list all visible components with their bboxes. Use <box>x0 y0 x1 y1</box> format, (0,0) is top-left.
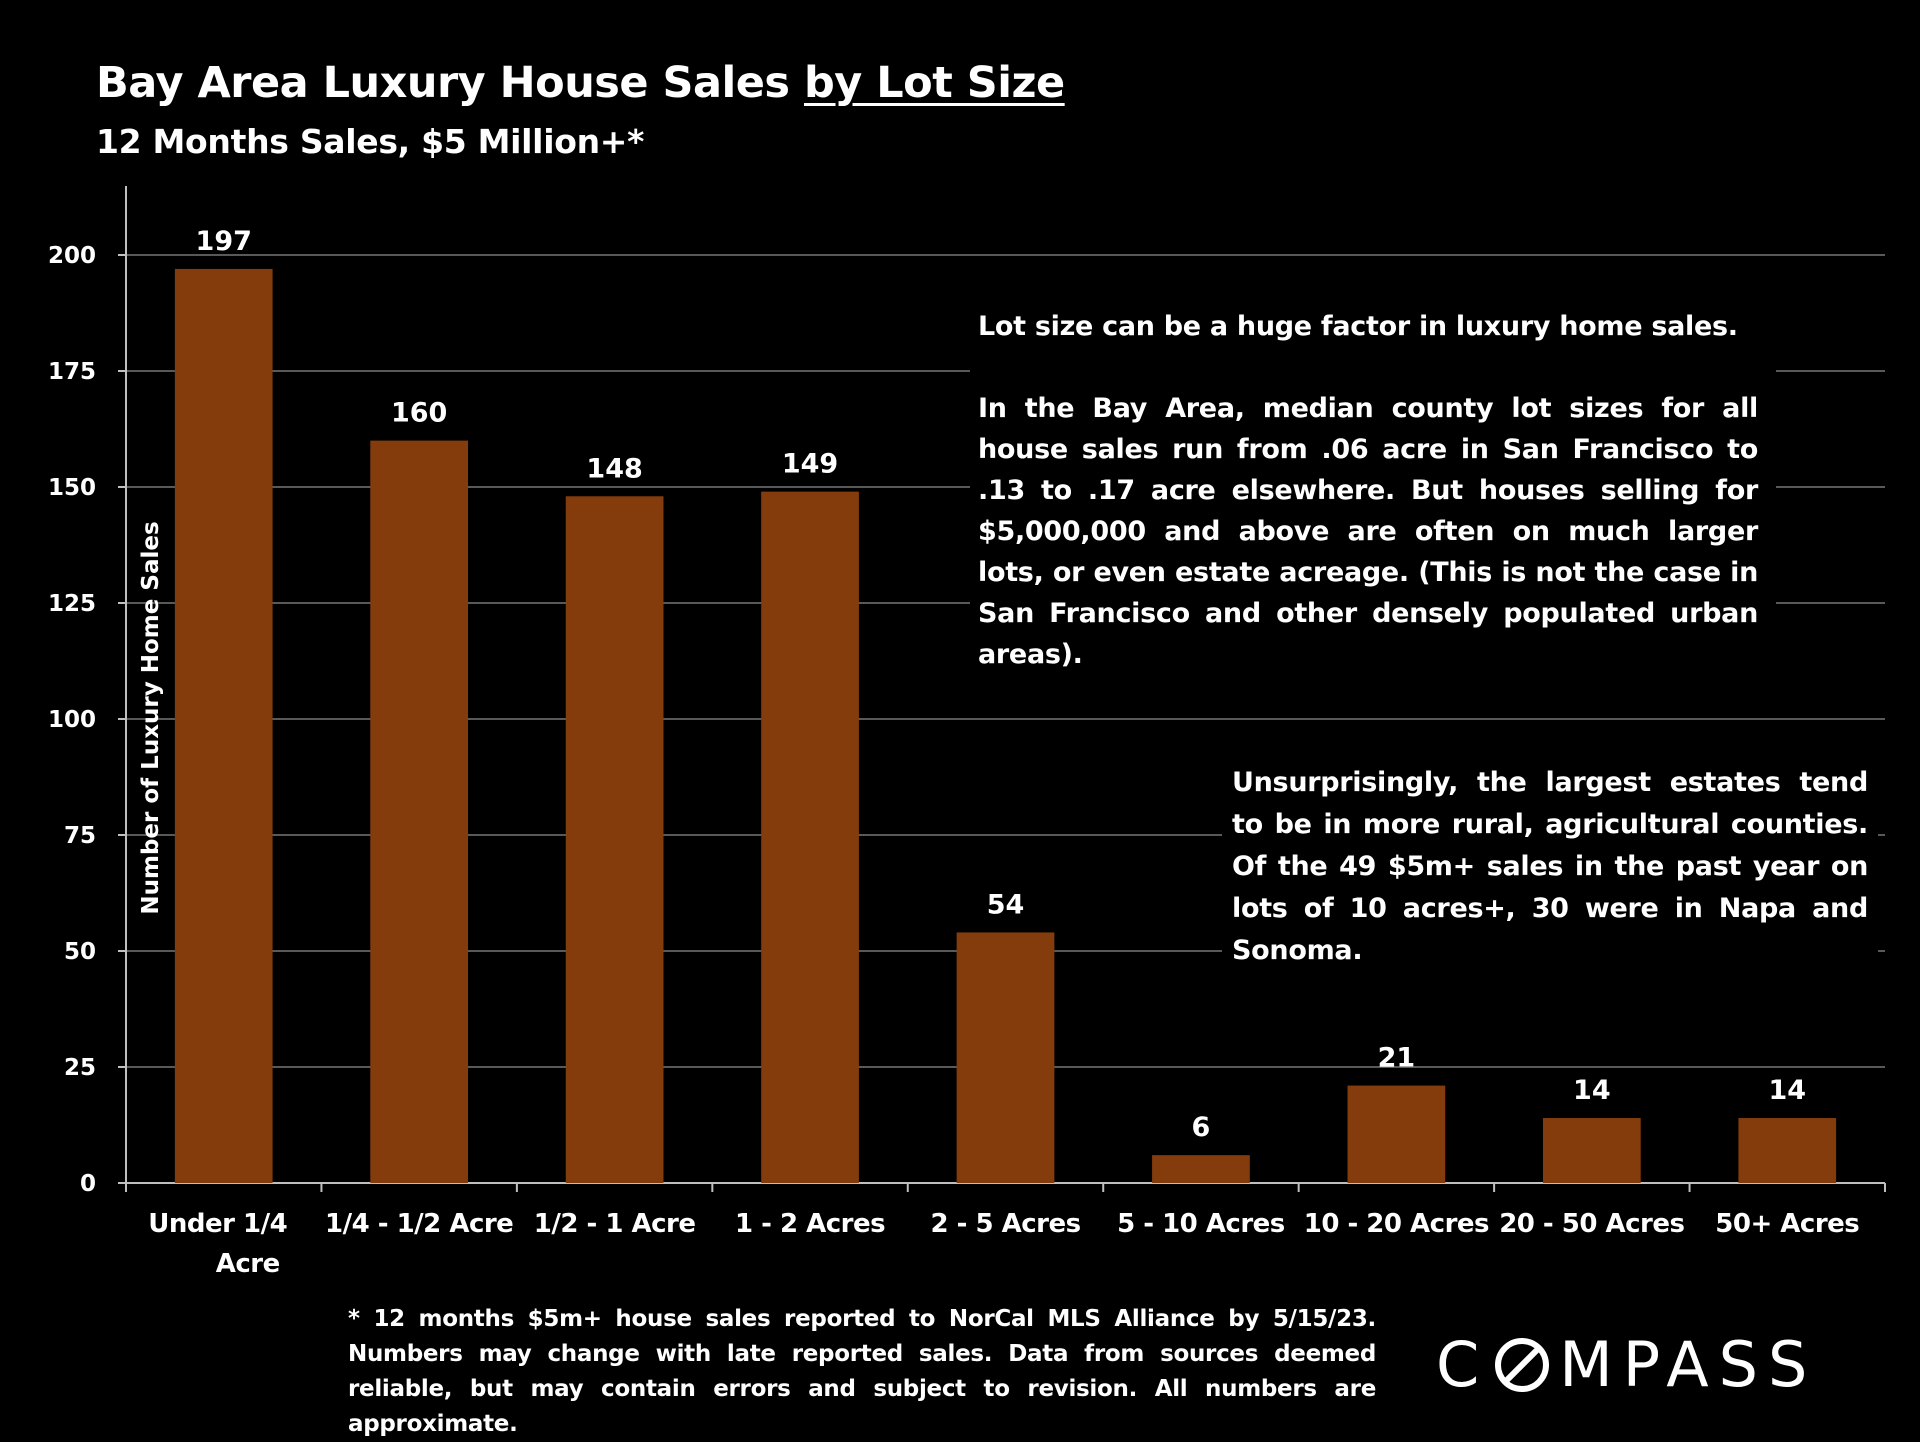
annotation-lot-size: Lot size can be a huge factor in luxury … <box>970 300 1776 681</box>
x-tick-label: 50+ Acres <box>1715 1209 1859 1239</box>
bar <box>174 268 273 1183</box>
annotation-rural: Unsurprisingly, the largest estates tend… <box>1222 758 1878 976</box>
data-label: 6 <box>1192 1112 1211 1143</box>
y-tick-label: 75 <box>64 823 96 849</box>
y-tick-label: 175 <box>48 359 96 385</box>
bar <box>761 491 859 1183</box>
x-tick-label: 20 - 50 Acres <box>1499 1209 1684 1239</box>
chart-title-main: Bay Area Luxury House Sales <box>96 58 804 108</box>
data-label: 148 <box>586 453 642 484</box>
x-tick-label: 1 - 2 Acres <box>735 1209 885 1239</box>
x-tick-label: 1/4 - 1/2 Acre <box>325 1209 513 1239</box>
bar <box>956 932 1055 1183</box>
x-tick-label: Under 1/4 <box>148 1209 287 1239</box>
y-tick-label: 200 <box>48 243 96 269</box>
y-tick-label: 125 <box>48 591 96 617</box>
data-label: 149 <box>782 449 838 480</box>
x-tick-label: 1/2 - 1 Acre <box>534 1209 696 1239</box>
bar <box>1152 1155 1250 1183</box>
x-tick-label: 2 - 5 Acres <box>930 1209 1080 1239</box>
chart-title: Bay Area Luxury House Sales by Lot Size <box>96 58 1065 108</box>
data-label: 197 <box>196 226 252 257</box>
bar <box>370 440 469 1184</box>
data-label: 14 <box>1573 1075 1611 1106</box>
annotation-body: In the Bay Area, median county lot sizes… <box>978 393 1758 670</box>
data-label: 14 <box>1768 1075 1806 1106</box>
y-tick-label: 50 <box>64 939 96 965</box>
y-tick-label: 0 <box>80 1171 96 1197</box>
bar <box>1347 1085 1446 1183</box>
data-label: 54 <box>987 889 1025 920</box>
data-label: 21 <box>1378 1043 1416 1074</box>
y-tick-label: 150 <box>48 475 96 501</box>
x-tick-label: Acre <box>216 1249 280 1279</box>
x-tick-label: 10 - 20 Acres <box>1304 1209 1489 1239</box>
logo-letters: MPASS <box>1559 1328 1818 1401</box>
logo-o-mark-icon <box>1495 1337 1550 1392</box>
y-tick-label: 25 <box>64 1055 96 1081</box>
chart-subtitle: 12 Months Sales, $5 Million+* <box>96 122 645 161</box>
bar <box>565 496 664 1183</box>
footnote: * 12 months $5m+ house sales reported to… <box>348 1306 1376 1437</box>
bar <box>1738 1118 1837 1183</box>
data-label: 160 <box>391 398 447 429</box>
y-axis-label: Number of Luxury Home Sales <box>138 521 164 914</box>
y-tick-label: 100 <box>48 707 96 733</box>
x-tick-label: 5 - 10 Acres <box>1117 1209 1285 1239</box>
annotation-lead: Lot size can be a huge factor in luxury … <box>978 311 1738 342</box>
chart-title-underlined: by Lot Size <box>804 58 1065 108</box>
bar <box>1542 1118 1641 1183</box>
compass-logo: C MPASS <box>1436 1328 1817 1401</box>
logo-letter-c: C <box>1436 1328 1490 1401</box>
